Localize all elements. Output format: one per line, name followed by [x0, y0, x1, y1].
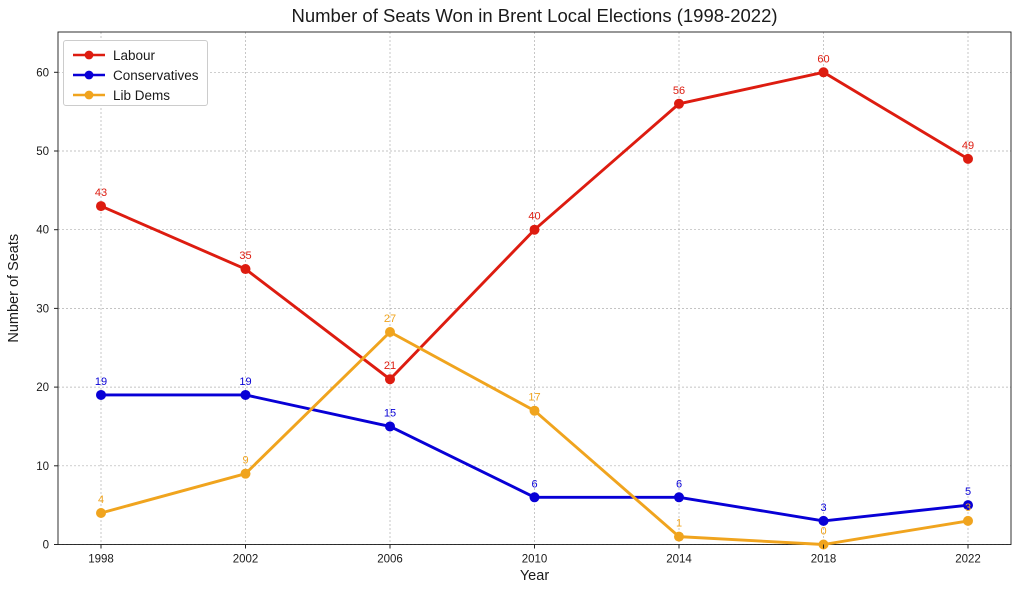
svg-text:30: 30 — [36, 303, 49, 315]
svg-text:0: 0 — [820, 526, 826, 538]
svg-text:60: 60 — [36, 67, 49, 79]
svg-text:Year: Year — [520, 568, 549, 584]
svg-text:19: 19 — [95, 376, 107, 388]
svg-text:27: 27 — [384, 313, 396, 325]
svg-text:10: 10 — [36, 461, 49, 473]
svg-text:0: 0 — [43, 540, 49, 552]
svg-text:60: 60 — [817, 53, 829, 65]
svg-text:1: 1 — [676, 518, 682, 530]
svg-text:40: 40 — [36, 225, 49, 237]
svg-text:21: 21 — [384, 360, 396, 372]
svg-text:6: 6 — [531, 478, 537, 490]
svg-text:4: 4 — [98, 494, 104, 506]
svg-text:2018: 2018 — [811, 554, 837, 566]
svg-text:2022: 2022 — [955, 554, 981, 566]
svg-text:49: 49 — [962, 140, 974, 152]
svg-text:56: 56 — [673, 85, 685, 97]
svg-text:35: 35 — [239, 250, 251, 262]
svg-text:50: 50 — [36, 146, 49, 158]
svg-text:3: 3 — [820, 502, 826, 514]
svg-text:20: 20 — [36, 382, 49, 394]
svg-text:1998: 1998 — [88, 554, 114, 566]
svg-text:15: 15 — [384, 407, 396, 419]
svg-text:2010: 2010 — [522, 554, 548, 566]
svg-text:17: 17 — [528, 392, 540, 404]
svg-text:2002: 2002 — [233, 554, 259, 566]
svg-text:40: 40 — [528, 211, 540, 223]
svg-text:43: 43 — [95, 187, 107, 199]
svg-text:2006: 2006 — [377, 554, 403, 566]
svg-text:3: 3 — [965, 502, 971, 514]
svg-text:Number of Seats Won in Brent L: Number of Seats Won in Brent Local Elect… — [291, 5, 777, 26]
svg-text:9: 9 — [242, 455, 248, 467]
svg-text:Number of Seats: Number of Seats — [6, 234, 22, 343]
svg-text:2014: 2014 — [666, 554, 692, 566]
svg-text:5: 5 — [965, 486, 971, 498]
svg-text:6: 6 — [676, 478, 682, 490]
svg-text:19: 19 — [239, 376, 251, 388]
